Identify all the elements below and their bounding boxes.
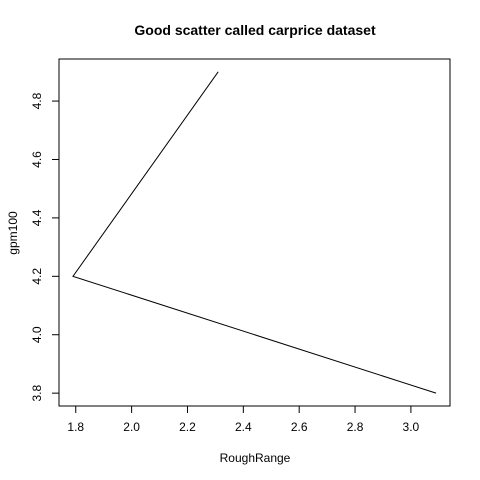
x-tick-label: 3.0 <box>403 420 420 434</box>
x-tick-label: 2.4 <box>235 420 252 434</box>
x-axis-label: RoughRange <box>220 451 291 465</box>
y-tick-label: 4.2 <box>30 268 44 285</box>
x-tick-label: 2.2 <box>179 420 196 434</box>
plot-box <box>58 58 451 407</box>
x-tick-label: 1.8 <box>67 420 84 434</box>
y-tick-label: 4.8 <box>30 92 44 109</box>
x-tick-label: 2.8 <box>347 420 364 434</box>
y-axis: 3.8 4.0 4.2 4.4 4.6 4.8 <box>30 92 60 401</box>
y-tick-label: 4.4 <box>30 209 44 226</box>
x-tick-label: 2.6 <box>291 420 308 434</box>
y-tick-label: 4.0 <box>30 326 44 343</box>
series-line <box>72 71 437 394</box>
x-axis: 1.8 2.0 2.2 2.4 2.6 2.8 3.0 <box>67 405 420 434</box>
y-axis-label: gpm100 <box>6 211 20 255</box>
series-group <box>72 71 437 394</box>
x-tick-label: 2.0 <box>123 420 140 434</box>
y-tick-label: 3.8 <box>30 384 44 401</box>
y-tick-label: 4.6 <box>30 151 44 168</box>
chart-title: Good scatter called carprice dataset <box>134 22 376 38</box>
